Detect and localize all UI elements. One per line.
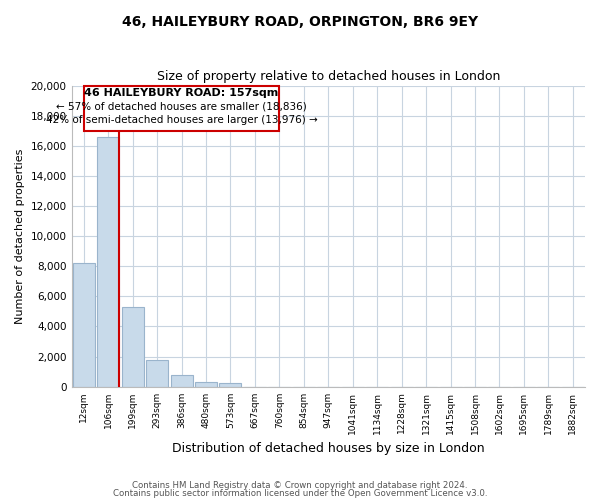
Bar xyxy=(146,360,168,386)
Bar xyxy=(220,384,241,386)
Text: 46 HAILEYBURY ROAD: 157sqm: 46 HAILEYBURY ROAD: 157sqm xyxy=(85,88,278,98)
Bar xyxy=(170,376,193,386)
Y-axis label: Number of detached properties: Number of detached properties xyxy=(15,148,25,324)
Text: Contains HM Land Registry data © Crown copyright and database right 2024.: Contains HM Land Registry data © Crown c… xyxy=(132,481,468,490)
Title: Size of property relative to detached houses in London: Size of property relative to detached ho… xyxy=(157,70,500,83)
Bar xyxy=(195,382,217,386)
Text: Contains public sector information licensed under the Open Government Licence v3: Contains public sector information licen… xyxy=(113,488,487,498)
Bar xyxy=(122,307,143,386)
FancyBboxPatch shape xyxy=(84,86,280,130)
Bar xyxy=(97,136,119,386)
Text: 46, HAILEYBURY ROAD, ORPINGTON, BR6 9EY: 46, HAILEYBURY ROAD, ORPINGTON, BR6 9EY xyxy=(122,15,478,29)
Text: 42% of semi-detached houses are larger (13,976) →: 42% of semi-detached houses are larger (… xyxy=(46,115,317,125)
Text: ← 57% of detached houses are smaller (18,836): ← 57% of detached houses are smaller (18… xyxy=(56,102,307,112)
X-axis label: Distribution of detached houses by size in London: Distribution of detached houses by size … xyxy=(172,442,485,455)
Bar xyxy=(73,263,95,386)
